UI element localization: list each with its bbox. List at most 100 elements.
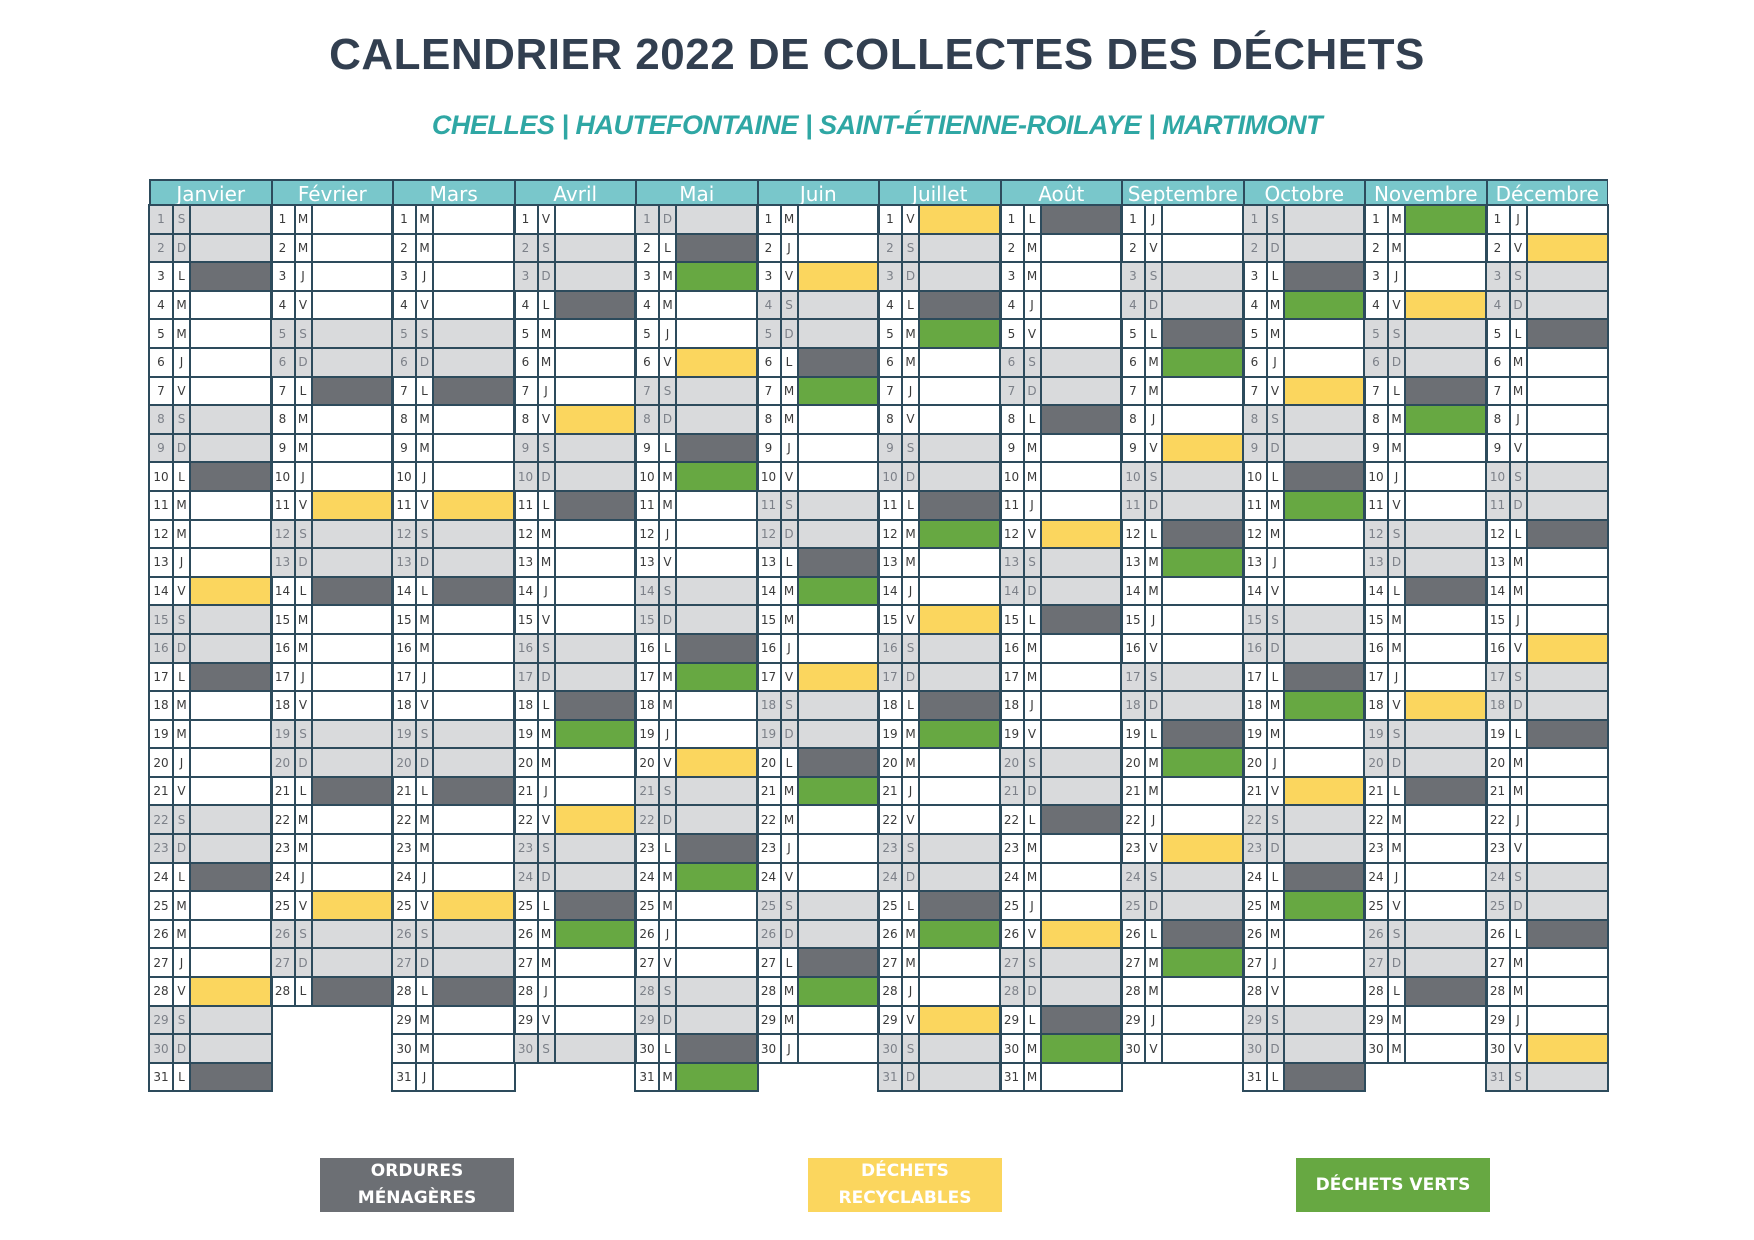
collection-om bbox=[189, 461, 273, 492]
day-row: 11 S bbox=[755, 489, 880, 521]
collection-empty bbox=[310, 261, 394, 292]
collection-empty bbox=[918, 1033, 1002, 1064]
day-number: 26 bbox=[1363, 918, 1389, 950]
collection-empty bbox=[553, 461, 637, 492]
day-number: 11 bbox=[1241, 489, 1268, 521]
collection-om bbox=[310, 375, 394, 407]
day-number: 6 bbox=[877, 346, 903, 378]
day-number: 19 bbox=[634, 718, 660, 750]
collection-om bbox=[675, 232, 759, 264]
day-row: 21 M bbox=[1484, 775, 1609, 807]
collection-empty bbox=[675, 318, 759, 349]
collection-om bbox=[310, 976, 394, 1007]
day-number: 19 bbox=[1241, 718, 1268, 750]
day-row: 13 D bbox=[1363, 547, 1488, 578]
day-number: 10 bbox=[1120, 461, 1146, 492]
collection-empty bbox=[553, 346, 637, 378]
day-number: 6 bbox=[1241, 346, 1268, 378]
collection-empty bbox=[1161, 404, 1245, 435]
day-number: 9 bbox=[1120, 432, 1146, 464]
day-number: 25 bbox=[1484, 890, 1511, 921]
day-row: 21 M bbox=[755, 775, 880, 807]
collection-om bbox=[1282, 861, 1366, 893]
day-row: 21 L bbox=[1363, 775, 1488, 807]
day-row: 20 D bbox=[269, 747, 394, 778]
day-number: 21 bbox=[148, 775, 174, 807]
day-number: 11 bbox=[998, 489, 1025, 521]
day-row: 19 J bbox=[634, 718, 759, 750]
day-row: 27 M bbox=[1484, 947, 1609, 979]
month-header: Avril bbox=[513, 179, 636, 206]
collection-empty bbox=[1282, 432, 1366, 464]
day-row: 22 S bbox=[148, 804, 273, 836]
day-row: 29 V bbox=[877, 1004, 1002, 1036]
day-row: 15 D bbox=[634, 604, 759, 635]
day-number: 15 bbox=[755, 604, 782, 635]
day-number: 23 bbox=[634, 833, 660, 864]
collection-empty bbox=[1161, 604, 1245, 635]
day-row: 21 M bbox=[1120, 775, 1245, 807]
day-row: 27 L bbox=[755, 947, 880, 979]
day-row: 23 D bbox=[1241, 833, 1366, 864]
day-row: 22 D bbox=[634, 804, 759, 836]
day-row: 12 S bbox=[269, 518, 394, 550]
collection-empty bbox=[1525, 204, 1609, 235]
day-number: 10 bbox=[1484, 461, 1511, 492]
day-number: 27 bbox=[1363, 947, 1389, 979]
collection-empty bbox=[1161, 375, 1245, 407]
collection-empty bbox=[1404, 747, 1488, 778]
month-header: Juillet bbox=[878, 179, 1001, 206]
month-column: Août 1 L 2 M 3 M 4 J 5 V 6 S 7 D 8 L 9 M 10 M 11 J 12 V 13 S 14 D 15 L… bbox=[998, 179, 1123, 1093]
day-row: 14 D bbox=[998, 575, 1123, 607]
day-number: 7 bbox=[1363, 375, 1389, 407]
collection-empty bbox=[553, 518, 637, 550]
collection-empty bbox=[1161, 861, 1245, 893]
collection-empty bbox=[1161, 690, 1245, 721]
collection-om bbox=[553, 690, 637, 721]
day-number: 26 bbox=[634, 918, 660, 950]
day-number: 3 bbox=[998, 261, 1025, 292]
collection-om bbox=[918, 289, 1002, 321]
day-row: 12 J bbox=[634, 518, 759, 550]
collection-empty bbox=[675, 718, 759, 750]
collection-empty bbox=[796, 232, 880, 264]
collection-empty bbox=[675, 604, 759, 635]
collection-empty bbox=[675, 375, 759, 407]
day-row: 13 V bbox=[634, 547, 759, 578]
day-number: 10 bbox=[634, 461, 660, 492]
day-row: 10 L bbox=[1241, 461, 1366, 492]
collection-empty bbox=[310, 318, 394, 349]
day-number: 1 bbox=[1120, 204, 1146, 235]
day-number: 15 bbox=[1241, 604, 1268, 635]
collection-empty bbox=[310, 947, 394, 979]
collection-ver bbox=[1282, 690, 1366, 721]
day-row: 24 S bbox=[1484, 861, 1609, 893]
collection-om bbox=[1282, 261, 1366, 292]
collection-empty bbox=[553, 261, 637, 292]
collection-empty bbox=[1525, 575, 1609, 607]
day-row: 21 V bbox=[148, 775, 273, 807]
day-number: 6 bbox=[1363, 346, 1389, 378]
collection-empty bbox=[918, 661, 1002, 693]
collection-empty bbox=[1404, 518, 1488, 550]
collection-empty bbox=[1525, 461, 1609, 492]
day-row: 12 M bbox=[148, 518, 273, 550]
day-number: 11 bbox=[391, 489, 417, 521]
day-row: 16 D bbox=[148, 632, 273, 664]
day-number: 29 bbox=[998, 1004, 1025, 1036]
day-row: 24 M bbox=[998, 861, 1123, 893]
day-row: 20 M bbox=[1484, 747, 1609, 778]
day-number: 31 bbox=[998, 1061, 1025, 1093]
day-row: 28 M bbox=[1120, 976, 1245, 1007]
day-number: 19 bbox=[391, 718, 417, 750]
